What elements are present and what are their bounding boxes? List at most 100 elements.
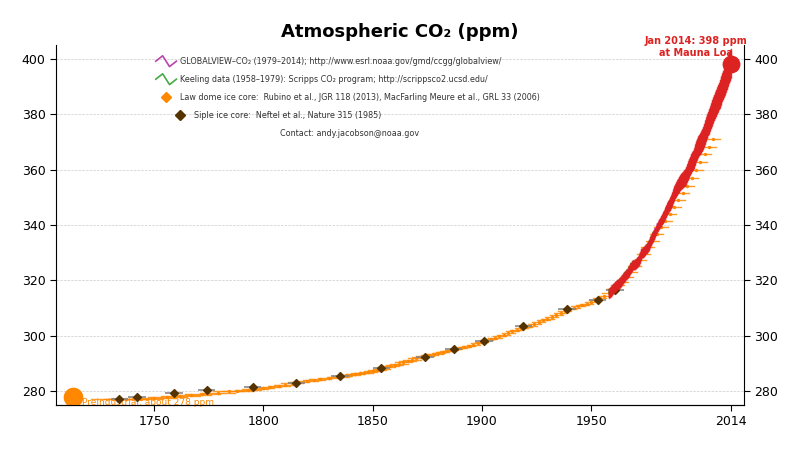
Point [615, 278, 628, 285]
Point [196, 390, 209, 397]
Point [174, 392, 187, 400]
Point [517, 323, 530, 330]
Point [561, 306, 574, 313]
Point [406, 356, 418, 363]
Point [349, 370, 362, 378]
Point [445, 346, 458, 353]
Point [663, 211, 676, 218]
Point [462, 342, 475, 350]
Point [591, 297, 604, 304]
Point [502, 329, 514, 337]
Point [510, 326, 523, 333]
Point [450, 345, 462, 352]
Point [397, 359, 410, 366]
Point [628, 262, 641, 269]
Point [484, 336, 497, 343]
Point [119, 396, 132, 403]
Point [307, 377, 320, 384]
Point [375, 365, 388, 372]
Point [594, 295, 606, 302]
Point [493, 333, 506, 340]
Point [478, 338, 490, 345]
Point [558, 307, 571, 315]
Point [702, 144, 715, 151]
Point [370, 366, 383, 373]
Point [633, 256, 646, 263]
Point [290, 379, 302, 387]
Text: Siple ice core:  Neftel et al., Nature 315 (1985): Siple ice core: Neftel et al., Nature 31… [194, 111, 381, 120]
Point [334, 372, 346, 379]
Point [185, 392, 198, 399]
Point [393, 360, 406, 367]
Point [685, 174, 698, 181]
Point [690, 166, 702, 173]
Point [375, 364, 388, 371]
Point [161, 394, 174, 401]
Point [537, 317, 550, 324]
Point [681, 182, 694, 189]
Point [498, 331, 510, 338]
Point [576, 302, 589, 309]
Point [211, 389, 224, 396]
Point [554, 309, 567, 316]
Point [441, 347, 454, 354]
Point [458, 343, 471, 351]
Point [432, 349, 445, 356]
Point [353, 369, 366, 377]
Point [475, 338, 488, 346]
Point [331, 373, 344, 380]
Point [379, 364, 392, 371]
Point [418, 353, 431, 360]
Point [246, 383, 259, 390]
Point [134, 395, 147, 402]
Point [423, 351, 436, 359]
Point [286, 380, 298, 387]
Point [611, 282, 624, 289]
Point [642, 244, 654, 251]
Point [67, 393, 80, 400]
Point [402, 357, 414, 364]
Point [366, 367, 379, 374]
Point [427, 351, 440, 358]
Point [563, 306, 576, 313]
Point [113, 395, 126, 402]
Point [471, 340, 484, 347]
Point [650, 230, 663, 238]
Point [167, 389, 180, 396]
Text: Jan 2014: 398 ppm
at Mauna Loa: Jan 2014: 398 ppm at Mauna Loa [645, 36, 747, 58]
Point [572, 303, 585, 310]
Point [130, 393, 143, 400]
Point [515, 325, 528, 332]
Point [436, 348, 449, 356]
Point [624, 269, 637, 276]
Point [523, 322, 536, 329]
Point [242, 386, 254, 393]
Text: Keeling data (1958–1979): Scripps CO₂ program; http://scrippsco2.ucsd.edu/: Keeling data (1958–1979): Scripps CO₂ pr… [180, 75, 487, 84]
Point [384, 362, 397, 369]
Point [668, 203, 681, 210]
Point [654, 224, 667, 231]
Point [362, 368, 374, 375]
Point [231, 387, 244, 394]
Point [222, 388, 235, 395]
Point [659, 217, 672, 225]
Point [532, 319, 545, 326]
Point [541, 315, 554, 322]
Point [314, 375, 326, 382]
Point [609, 287, 622, 294]
Point [694, 158, 706, 166]
Point [322, 374, 335, 382]
Point [698, 150, 711, 158]
Point [550, 311, 562, 318]
Point [345, 371, 358, 378]
Point [546, 313, 558, 320]
Point [264, 383, 277, 390]
Point [301, 378, 314, 385]
Point [580, 300, 593, 307]
Title: Atmospheric CO₂ (ppm): Atmospheric CO₂ (ppm) [282, 22, 518, 40]
Point [418, 354, 431, 361]
Point [677, 189, 690, 197]
Point [200, 386, 213, 393]
Point [589, 297, 602, 304]
Point [447, 346, 460, 353]
